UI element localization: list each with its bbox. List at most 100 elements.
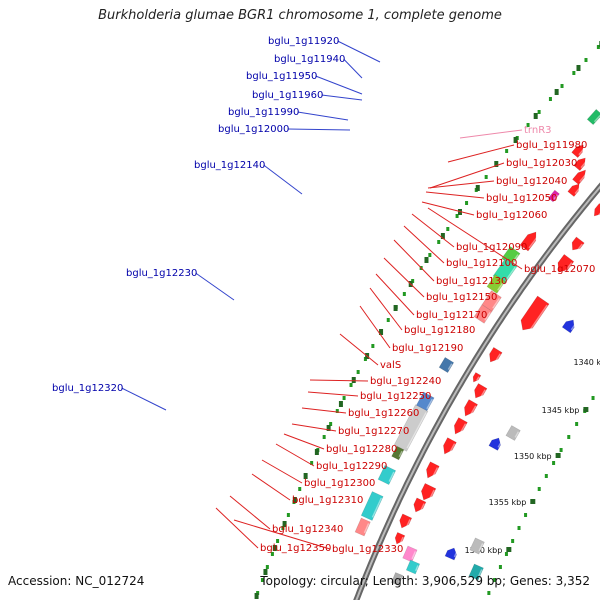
gene-forward-23 — [391, 445, 405, 461]
gene-label-right: bglu_1g12350 — [260, 543, 331, 554]
gene-forward-11-shine — [579, 172, 588, 183]
gene-reverse-28-shape — [444, 547, 457, 561]
outer-tick-mark — [254, 593, 259, 599]
kbp-tick-label: 1340 kbp — [573, 358, 600, 367]
gene-label-right: bglu_1g12060 — [476, 210, 547, 221]
gene-forward-23-shape — [391, 445, 405, 461]
gene-reverse-16 — [426, 461, 440, 479]
gene-label-right: bglu_1g12180 — [404, 325, 475, 336]
gene-reverse-15 — [443, 437, 457, 455]
gene-reverse-15-shape — [443, 437, 457, 455]
gene-reverse-11-shine — [476, 376, 480, 381]
kbp-tick-mark — [583, 407, 589, 412]
label-leader — [427, 207, 523, 270]
gene-label-left: bglu_1g11920 — [268, 36, 339, 47]
label-leader — [251, 473, 291, 501]
ring-dot — [260, 578, 264, 582]
ring-dot — [342, 396, 346, 400]
gene-reverse-13-shine — [469, 405, 477, 416]
gene-label-left: bglu_1g12320 — [52, 383, 123, 394]
ring-dot — [537, 110, 541, 114]
gene-label-left: bglu_1g11990 — [228, 107, 299, 118]
gene-label-right: bglu_1g12270 — [338, 426, 409, 437]
gene-label-right: bglu_1g12310 — [292, 495, 363, 506]
ring-dot — [356, 370, 360, 374]
ring-dot — [265, 565, 269, 569]
gene-reverse-17-shape — [421, 482, 437, 501]
gene-label-right: bglu_1g12100 — [446, 258, 517, 269]
gene-reverse-13-shape — [464, 399, 479, 417]
gene-forward-17 — [486, 274, 506, 294]
ring-dot — [428, 253, 432, 257]
label-leader — [275, 443, 315, 467]
gene-forward-24-shine — [388, 471, 395, 482]
ring-dot — [437, 240, 441, 244]
gene-reverse-29-shape — [469, 537, 485, 555]
label-leader — [321, 94, 363, 101]
label-leader — [343, 58, 363, 79]
gene-forward-9 — [571, 144, 585, 159]
ring-dot — [524, 513, 528, 517]
gene-reverse-18-shine — [419, 503, 425, 512]
ring-dot — [349, 383, 353, 387]
gene-reverse-19 — [399, 513, 413, 529]
kbp-tick-label: 1345 kbp — [542, 406, 580, 415]
gene-forward-20-shine — [447, 363, 453, 370]
gene-forward-19-shape — [473, 304, 493, 324]
label-leader — [309, 379, 369, 382]
gene-reverse-26-shape — [488, 437, 501, 451]
gene-reverse-30-shape — [468, 563, 484, 581]
label-leader — [337, 40, 381, 63]
gene-label-right: bglu_1g12290 — [316, 461, 387, 472]
gene-forward-13-shape — [547, 189, 560, 203]
label-leader — [297, 111, 349, 121]
topology-text: Topology: circular; Length: 3,906,529 bp… — [260, 574, 590, 588]
label-leader — [339, 333, 379, 366]
ring-dot — [505, 149, 509, 153]
ring-dot — [310, 461, 314, 465]
gene-reverse-10-shine — [494, 353, 501, 362]
label-leader — [287, 128, 351, 131]
ring-dot — [537, 487, 541, 491]
gene-forward-11-shape — [572, 169, 586, 185]
gene-reverse-30-shine — [477, 569, 483, 578]
gene-label-right: bglu_1g12030 — [506, 158, 577, 169]
gene-forward-26-shine — [363, 523, 370, 534]
label-leader — [429, 162, 505, 189]
gene-reverse-21-shape — [402, 545, 418, 563]
gene-label-right: bglu_1g12280 — [326, 444, 397, 455]
gene-label-right: bglu_1g12170 — [416, 310, 487, 321]
gene-label-right: bglu_1g12250 — [360, 391, 431, 402]
gene-reverse-20 — [394, 531, 406, 545]
ring-dot — [567, 435, 571, 439]
gene-forward-24 — [377, 464, 397, 486]
gene-forward-13 — [547, 189, 560, 203]
gene-forward-25-shape — [360, 491, 384, 521]
ring-dot — [402, 292, 406, 296]
gene-reverse-9-shine — [528, 304, 548, 332]
ring-dot — [517, 526, 521, 530]
gene-reverse-11 — [472, 372, 482, 383]
gene-reverse-9-shape — [520, 295, 550, 331]
ring-dot — [559, 448, 563, 452]
ring-dot — [498, 565, 502, 569]
outer-tick-mark — [440, 233, 445, 239]
ring-dot — [504, 552, 508, 556]
gene-reverse-28 — [444, 547, 458, 561]
ring-dot — [465, 201, 469, 205]
kbp-tick-label: 1350 kbp — [514, 452, 552, 461]
outer-tick-mark — [326, 425, 331, 431]
gene-reverse-27-shine — [514, 431, 520, 438]
gene-label-right: bglu_1g12130 — [436, 276, 507, 287]
kbp-tick-label: 1360 kbp — [465, 546, 503, 555]
gene-forward-12-shine — [574, 186, 581, 195]
ring-dot — [544, 474, 548, 478]
gene-forward-20 — [438, 357, 455, 373]
gene-reverse-16-shine — [431, 467, 439, 478]
gene-forward-9-shine — [578, 147, 585, 156]
gene-reverse-20-shape — [394, 531, 406, 545]
ring-dot — [548, 97, 552, 101]
outer-tick-mark — [314, 449, 319, 455]
gene-reverse-22 — [405, 559, 421, 575]
